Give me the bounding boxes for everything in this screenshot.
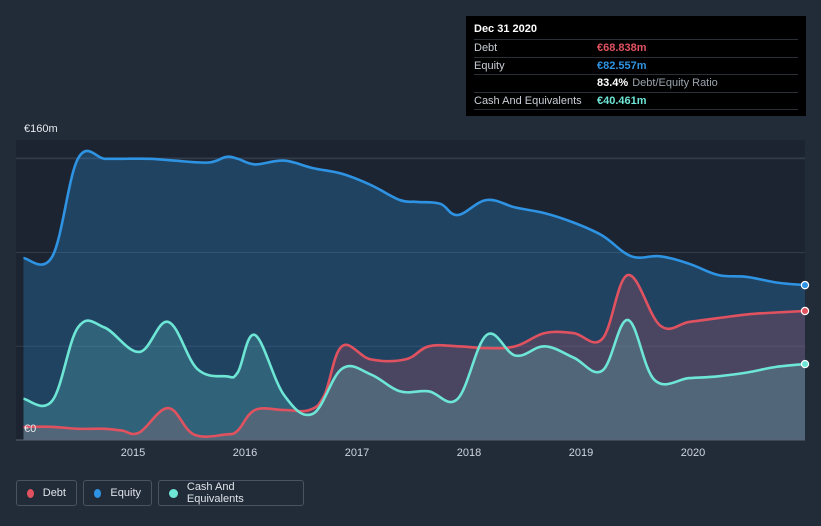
end-markers xyxy=(800,280,810,369)
tooltip-equity-value: €82.557m xyxy=(597,59,647,72)
cash-line xyxy=(23,318,806,417)
tooltip-row-debt: Debt €68.838m xyxy=(474,39,798,57)
legend-debt-label: Debt xyxy=(42,487,66,499)
equity-area xyxy=(23,150,806,440)
equity-end-marker[interactable] xyxy=(800,280,810,290)
cash-area xyxy=(23,319,806,440)
tooltip-debt-value: €68.838m xyxy=(597,42,647,55)
tooltip-row-equity: Equity €82.557m xyxy=(474,56,798,75)
x-tick-label-2020: 2020 xyxy=(680,447,706,459)
x-tick-label-2016: 2016 xyxy=(232,447,258,459)
equity-legend-dot-icon xyxy=(94,488,102,498)
tooltip-cash-value: €40.461m xyxy=(597,94,647,107)
tooltip-ratio-value: 83.4% xyxy=(597,77,629,90)
x-tick-label-2018: 2018 xyxy=(456,447,482,459)
equity-line xyxy=(23,149,806,287)
cash-end-marker[interactable] xyxy=(800,359,810,369)
tooltip-row-cash: Cash And Equivalents €40.461m xyxy=(474,91,798,110)
plot-background xyxy=(16,140,805,440)
tooltip-debt-label: Debt xyxy=(474,42,498,55)
cash-legend-dot-icon xyxy=(169,488,178,498)
legend-item-cash[interactable]: Cash And Equivalents xyxy=(158,480,304,506)
y-tick-label-top: €160m xyxy=(24,123,58,135)
tooltip-equity-label: Equity xyxy=(474,59,505,72)
x-tick-label-2015: 2015 xyxy=(120,447,146,459)
tooltip-ratio-label: Debt/Equity Ratio xyxy=(632,77,718,90)
debt-area xyxy=(23,274,806,440)
tooltip-date: Dec 31 2020 xyxy=(474,23,537,35)
tooltip-row-ratio: 83.4% Debt/Equity Ratio xyxy=(474,74,798,92)
debt-end-marker[interactable] xyxy=(800,306,810,316)
legend-item-equity[interactable]: Equity xyxy=(83,480,152,506)
series-areas xyxy=(23,150,806,440)
legend-equity-label: Equity xyxy=(110,487,141,499)
x-tick-label-2019: 2019 xyxy=(568,447,594,459)
y-tick-label-zero: €0 xyxy=(24,423,37,435)
x-tick-label-2017: 2017 xyxy=(344,447,370,459)
tooltip-cash-label: Cash And Equivalents xyxy=(474,94,582,107)
hover-tooltip: Dec 31 2020 Debt €68.838m Equity €82.557… xyxy=(466,16,806,116)
legend-cash-label: Cash And Equivalents xyxy=(186,481,244,505)
series-lines xyxy=(23,149,806,438)
legend-item-debt[interactable]: Debt xyxy=(16,480,77,506)
debt-line xyxy=(23,273,806,438)
debt-legend-dot-icon xyxy=(27,488,34,498)
